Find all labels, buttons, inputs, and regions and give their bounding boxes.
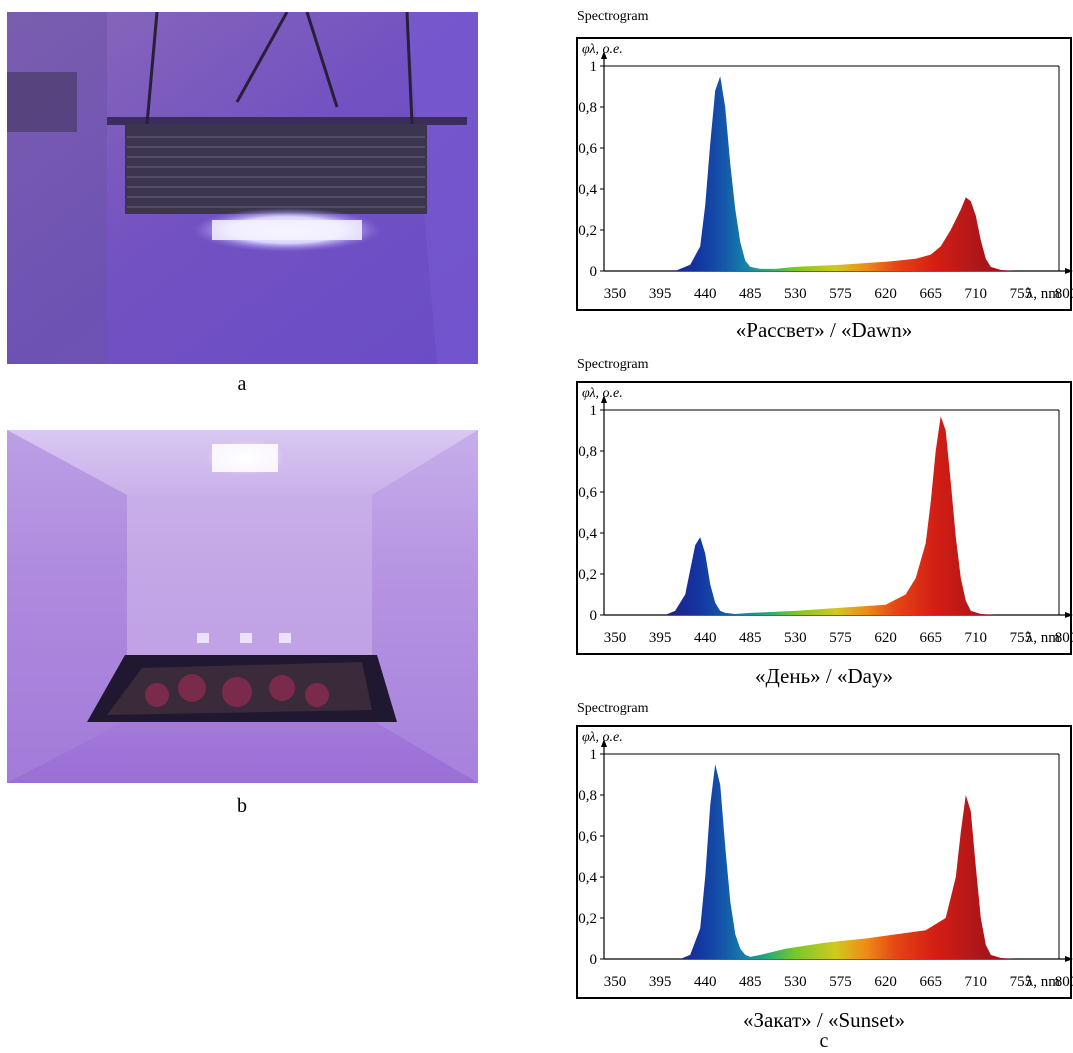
y-tick-label: 1 xyxy=(590,747,598,763)
y-tick-label: 0,2 xyxy=(578,911,597,927)
figure-label-c: c xyxy=(819,1030,829,1052)
x-tick-label: 395 xyxy=(649,630,672,646)
y-tick-label: 0,8 xyxy=(578,444,597,460)
y-tick-label: 0,2 xyxy=(578,223,597,239)
x-tick-label: 350 xyxy=(604,630,627,646)
spectrogram-plot-sunset: 0 0,2 0,4 0,6 0,8 1 350 395 440 485 530 575 620 665 71… xyxy=(578,730,1073,990)
x-tick-label: 710 xyxy=(965,286,988,302)
x-tick-label: 755 xyxy=(1010,974,1033,990)
y-tick-label: 0,6 xyxy=(578,485,597,501)
x-tick-label: 575 xyxy=(829,974,852,990)
x-tick-label: 665 xyxy=(919,286,942,302)
spectrogram-chart-dawn: 0 0,2 0,4 0,6 0,8 1 350 395 440 485 530 575 620 665 71… xyxy=(576,37,1073,311)
x-tick-label: 755 xyxy=(1010,286,1033,302)
x-tick-label: 620 xyxy=(874,630,897,646)
y-tick-label: 0 xyxy=(590,952,598,968)
y-axis-label: φλ, о.е. xyxy=(582,730,623,745)
spectrum-area xyxy=(665,416,996,615)
chart-2-panel-title: Spectrogram xyxy=(577,357,649,372)
x-tick-label: 350 xyxy=(604,974,627,990)
chart-1-panel-title: Spectrogram xyxy=(577,9,649,24)
lamp-photo-image xyxy=(7,12,478,364)
y-axis-label: φλ, о.е. xyxy=(582,386,623,401)
x-tick-label: 575 xyxy=(829,630,852,646)
chart-3-caption: «Закат» / «Sunset» xyxy=(742,1008,906,1032)
x-tick-label: 530 xyxy=(784,630,807,646)
x-axis-arrow xyxy=(1065,612,1073,618)
x-tick-label: 530 xyxy=(784,974,807,990)
y-axis-arrow xyxy=(601,739,607,747)
x-tick-label: 395 xyxy=(649,286,672,302)
photo-a xyxy=(7,12,478,364)
x-tick-label: 755 xyxy=(1010,630,1033,646)
x-axis-label: λ, nm xyxy=(1026,974,1060,990)
x-tick-label: 440 xyxy=(694,974,717,990)
x-tick-label: 800 xyxy=(1055,974,1073,990)
y-tick-label: 0,8 xyxy=(578,100,597,116)
x-tick-label: 440 xyxy=(694,286,717,302)
x-axis-arrow xyxy=(1065,956,1073,962)
y-axis-label: φλ, о.е. xyxy=(582,42,623,57)
photo-b-caption: b xyxy=(237,795,247,817)
x-tick-label: 350 xyxy=(604,286,627,302)
y-axis-arrow xyxy=(601,395,607,403)
x-axis-arrow xyxy=(1065,268,1073,274)
spectrogram-chart-day: 0 0,2 0,4 0,6 0,8 1 350 395 440 485 530 575 620 665 71… xyxy=(576,381,1073,655)
x-tick-label: 710 xyxy=(965,974,988,990)
y-tick-label: 0,4 xyxy=(578,182,597,198)
y-tick-label: 0,8 xyxy=(578,788,597,804)
x-tick-label: 485 xyxy=(739,286,762,302)
x-tick-label: 575 xyxy=(829,286,852,302)
x-tick-label: 620 xyxy=(874,286,897,302)
y-tick-label: 0 xyxy=(590,264,598,280)
x-tick-label: 620 xyxy=(874,974,897,990)
growth-chamber-photo-image xyxy=(7,430,478,783)
spectrogram-plot-dawn: 0 0,2 0,4 0,6 0,8 1 350 395 440 485 530 575 620 665 71… xyxy=(578,42,1073,302)
x-tick-label: 395 xyxy=(649,974,672,990)
x-tick-label: 710 xyxy=(965,630,988,646)
spectrum-area xyxy=(680,764,1016,959)
spectrogram-plot-day: 0 0,2 0,4 0,6 0,8 1 350 395 440 485 530 575 620 665 71… xyxy=(578,386,1073,646)
photo-b xyxy=(7,430,478,783)
x-tick-label: 665 xyxy=(919,974,942,990)
y-tick-label: 0,6 xyxy=(578,829,597,845)
y-tick-label: 1 xyxy=(590,59,598,75)
y-tick-label: 0,4 xyxy=(578,870,597,886)
x-axis-label: λ, nm xyxy=(1026,286,1060,302)
y-tick-label: 1 xyxy=(590,403,598,419)
x-tick-label: 530 xyxy=(784,286,807,302)
chart-2-caption: «День» / «Day» xyxy=(754,664,894,688)
y-axis-arrow xyxy=(601,51,607,59)
y-tick-label: 0,6 xyxy=(578,141,597,157)
y-tick-label: 0 xyxy=(590,608,598,624)
spectrum-area xyxy=(675,76,1016,271)
spectrogram-chart-sunset: 0 0,2 0,4 0,6 0,8 1 350 395 440 485 530 575 620 665 71… xyxy=(576,725,1073,999)
y-tick-label: 0,2 xyxy=(578,567,597,583)
x-tick-label: 485 xyxy=(739,630,762,646)
x-tick-label: 800 xyxy=(1055,286,1073,302)
photo-a-caption: a xyxy=(237,373,247,395)
x-tick-label: 440 xyxy=(694,630,717,646)
x-tick-label: 665 xyxy=(919,630,942,646)
x-axis-label: λ, nm xyxy=(1026,630,1060,646)
chart-1-caption: «Рассвет» / «Dawn» xyxy=(735,318,913,342)
y-tick-label: 0,4 xyxy=(578,526,597,542)
chart-3-panel-title: Spectrogram xyxy=(577,701,649,716)
x-tick-label: 485 xyxy=(739,974,762,990)
x-tick-label: 800 xyxy=(1055,630,1073,646)
